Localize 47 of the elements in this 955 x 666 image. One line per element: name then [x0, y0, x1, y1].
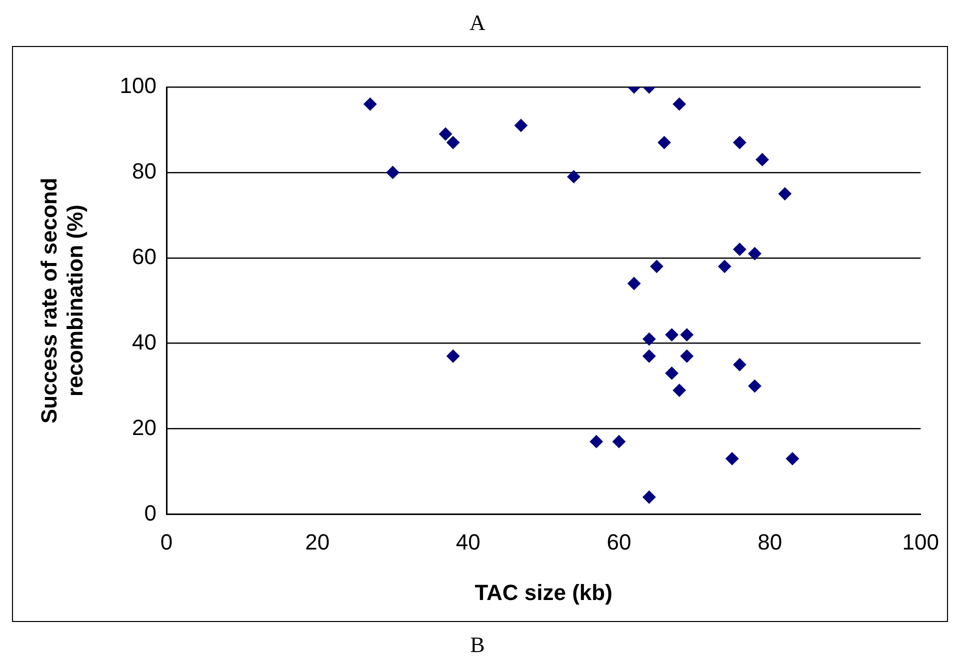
- point: [733, 136, 746, 150]
- x-tick-label: 100: [902, 529, 940, 554]
- point: [590, 435, 603, 448]
- point: [446, 350, 460, 363]
- x-tick-label: 20: [305, 529, 330, 554]
- point: [364, 98, 377, 111]
- y-tick-label: 40: [132, 329, 157, 354]
- point: [733, 242, 746, 256]
- point: [748, 247, 762, 260]
- point: [733, 358, 746, 372]
- point: [665, 328, 678, 342]
- point: [680, 350, 694, 363]
- point: [446, 136, 460, 150]
- point: [658, 136, 671, 150]
- y-tick-label: 80: [132, 158, 157, 184]
- point: [642, 350, 656, 363]
- x-axis-title: TAC size (kb): [474, 580, 612, 605]
- x-tick-label: 60: [606, 529, 632, 554]
- x-tick-label: 40: [456, 529, 480, 554]
- y-axis-title: Success rate of second recombination (%): [36, 178, 88, 424]
- point: [642, 490, 656, 504]
- point: [672, 384, 686, 397]
- point: [665, 366, 678, 380]
- point: [672, 98, 686, 111]
- point: [650, 260, 664, 273]
- y-tick-label: 100: [120, 73, 157, 98]
- point: [778, 187, 792, 200]
- point: [748, 380, 762, 393]
- point: [718, 260, 732, 273]
- x-tick-label: 80: [758, 529, 782, 554]
- y-tick-label: 0: [144, 500, 157, 526]
- point: [726, 452, 739, 466]
- point: [567, 170, 580, 184]
- point: [439, 127, 452, 140]
- point: [756, 153, 769, 166]
- y-tick-label: 60: [132, 244, 157, 269]
- y-tick-label: 20: [132, 414, 157, 440]
- x-tick-label: 0: [160, 529, 173, 554]
- text: B: [469, 632, 486, 658]
- point: [386, 166, 400, 179]
- point: [786, 452, 799, 466]
- point: [680, 328, 694, 342]
- point: [514, 118, 528, 132]
- point: [628, 277, 641, 290]
- chart-title: A: [468, 10, 486, 36]
- point: [612, 435, 626, 448]
- point: [642, 332, 656, 346]
